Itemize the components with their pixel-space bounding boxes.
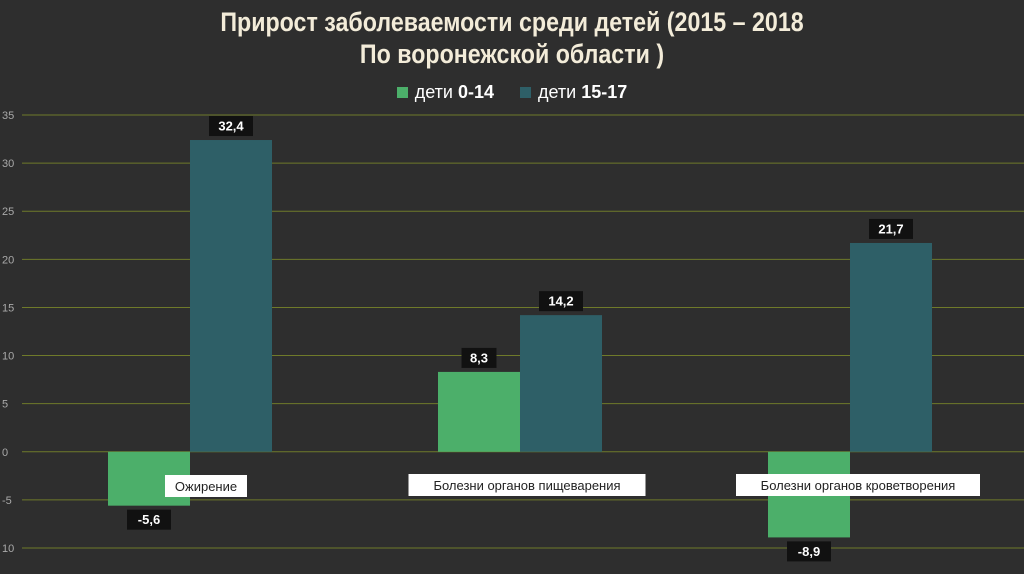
chart-title-line-1: Прирост заболеваемости среди детей (2015… — [220, 7, 804, 37]
y-tick-label: 20 — [2, 254, 14, 266]
legend-item-0-14: дети 0-14 — [396, 82, 494, 103]
y-tick-label: -5 — [2, 495, 12, 507]
data-label-box — [127, 509, 171, 530]
data-label: -5,6 — [127, 509, 171, 530]
chart-title: Прирост заболеваемости среди детей (2015… — [72, 6, 953, 70]
category-label-text: Болезни органов кроветворения — [761, 478, 956, 493]
data-label-text: 32,4 — [218, 119, 244, 134]
y-tick-label: 0 — [2, 447, 8, 459]
bar — [190, 140, 272, 452]
data-label-text: 14,2 — [548, 294, 573, 309]
data-label-text: 8,3 — [470, 350, 488, 365]
category-label-box — [165, 475, 247, 497]
category-label: Болезни органов кроветворения — [736, 474, 980, 496]
bar — [850, 242, 932, 452]
y-tick-label: 10 — [2, 351, 14, 363]
data-label-text: -8,9 — [798, 544, 820, 559]
data-label-text: 21,7 — [878, 221, 903, 236]
data-label: -8,9 — [787, 541, 831, 562]
y-tick-label: 15 — [2, 302, 14, 314]
data-label-text: -5,6 — [138, 512, 160, 527]
category-label-text: Ожирение — [175, 479, 237, 494]
legend-swatch-15-17 — [519, 87, 531, 98]
y-tick-label: 5 — [2, 399, 8, 411]
category-label-box — [736, 474, 980, 496]
legend-label-0-14: дети 0-14 — [414, 82, 494, 102]
category-label-text: Болезни органов пищеварения — [433, 478, 620, 493]
legend-item-15-17: дети 15-17 — [519, 82, 628, 103]
y-tick-label: 30 — [2, 158, 14, 170]
data-label: 14,2 — [539, 291, 583, 312]
data-label: 21,7 — [869, 218, 913, 239]
y-tick-label: 10 — [2, 543, 14, 555]
data-label-box — [209, 116, 253, 137]
data-label-box — [539, 291, 583, 312]
bar — [438, 371, 520, 452]
y-tick-label: 35 — [2, 110, 14, 122]
data-label: 32,4 — [209, 116, 253, 137]
legend-swatch-0-14 — [396, 87, 408, 98]
data-label-box — [869, 218, 913, 239]
category-label: Ожирение — [165, 475, 247, 497]
legend-label-15-17: дети 15-17 — [537, 82, 628, 102]
bar — [520, 315, 602, 452]
category-label-box — [408, 474, 646, 496]
chart-title-line-2: По воронежской области ) — [359, 39, 665, 69]
chart-legend: дети 0-14 дети 15-17 — [0, 82, 1024, 103]
data-label-box — [461, 347, 497, 368]
data-label-box — [787, 541, 831, 562]
y-tick-label: 25 — [2, 206, 14, 218]
category-label: Болезни органов пищеварения — [408, 474, 646, 496]
data-label: 8,3 — [461, 347, 497, 368]
